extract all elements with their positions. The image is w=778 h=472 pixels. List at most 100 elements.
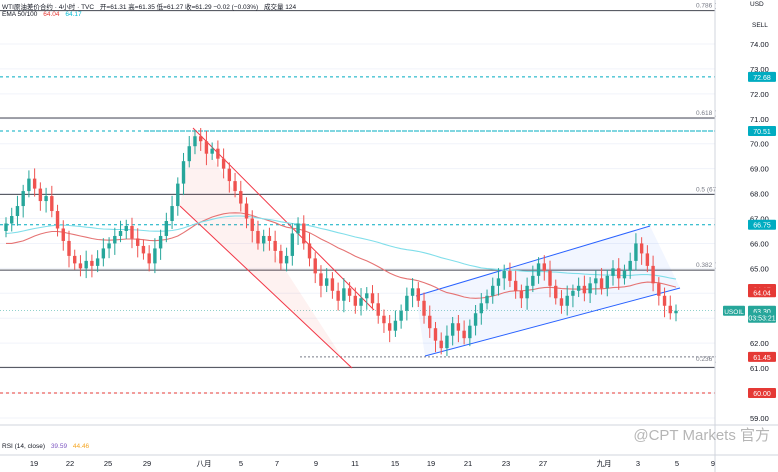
candle-body: [645, 253, 650, 266]
candle-body: [531, 275, 535, 286]
candle-body: [594, 278, 598, 284]
candle-body: [588, 283, 592, 294]
candle-body: [559, 298, 564, 306]
candle-body: [416, 288, 421, 301]
rsi-ma-value: 44.46: [72, 443, 90, 450]
price-badge-label: 66.75: [753, 223, 771, 230]
time-tick: 29: [143, 459, 151, 468]
candle-body: [462, 330, 466, 339]
candle-body: [605, 275, 609, 289]
candle-body: [170, 206, 174, 222]
candle-body: [101, 248, 106, 259]
price-tick: 65.00: [750, 264, 769, 273]
candle-body: [599, 278, 604, 289]
candle-body: [210, 148, 214, 154]
time-tick: 9: [711, 459, 715, 468]
candle-body: [353, 295, 358, 306]
candle-body: [216, 148, 220, 159]
candle-body: [124, 225, 128, 231]
candle-body: [657, 283, 661, 296]
time-tick: 3: [636, 459, 640, 468]
candle-body: [450, 323, 455, 336]
price-tick: 72.00: [750, 90, 769, 99]
price-badge: [748, 71, 776, 82]
candle-body: [113, 235, 117, 244]
price-tick: 74.00: [750, 40, 769, 49]
candle-body: [319, 273, 323, 286]
candle-body: [565, 295, 569, 306]
candle-body: [273, 240, 277, 251]
time-tick: 27: [539, 459, 547, 468]
candle-body: [433, 328, 438, 341]
uptrend-channel-fill: [416, 226, 680, 356]
candle-body: [136, 238, 140, 246]
candle-body: [496, 278, 501, 286]
chart-grid: [0, 43, 715, 419]
candle-body: [10, 216, 14, 224]
price-badge-label: 60.00: [753, 391, 771, 398]
time-tick: 23: [502, 459, 510, 468]
candle-body: [359, 298, 363, 306]
candle-body: [571, 290, 575, 296]
time-tick: 21: [464, 459, 472, 468]
candle-body: [508, 270, 512, 281]
time-tick: 八月: [197, 459, 212, 468]
candle-body: [279, 250, 283, 264]
candle-body: [107, 243, 111, 249]
price-badge-label: 61.45: [753, 355, 771, 362]
candle-body: [542, 263, 546, 271]
rsi-label: RSI (14, close): [2, 443, 45, 450]
candle-body: [485, 295, 489, 304]
ema100-line: [5, 215, 677, 280]
candle-body: [582, 285, 587, 294]
candle-body: [147, 253, 151, 264]
uptrend-channel-upper: [415, 225, 651, 297]
candle-body: [428, 315, 432, 329]
candle-body: [382, 315, 386, 324]
rsi-legend[interactable]: RSI (14, close) 39.59 44.46: [2, 443, 93, 450]
symbol-title[interactable]: WTI原油差价合约 · 4小时 · TVC: [2, 4, 95, 11]
candle-body: [118, 230, 123, 236]
candle-body: [227, 168, 232, 182]
fib-label: 0.5 (67.97): [696, 186, 727, 193]
price-badge: [748, 287, 776, 298]
candle-body: [479, 303, 483, 314]
candle-body: [307, 243, 312, 259]
chart-header: WTI原油差价合约 · 4小时 · TVC 开=61.31 高=61.35 低=…: [2, 1, 300, 11]
candle-body: [67, 240, 71, 256]
time-axis: 19 22 25 29 八月 5 7 9 11 15 19 21 23 27 九月 3 5 9: [30, 459, 715, 468]
candle-body: [405, 295, 409, 311]
candle-body: [78, 263, 83, 269]
candle-body: [38, 188, 43, 202]
candle-body: [445, 335, 449, 349]
candle-body: [336, 290, 340, 301]
candle-body: [164, 221, 169, 236]
candle-body: [456, 323, 461, 331]
ema-legend[interactable]: EMA 50/100 64.04 64.17: [2, 11, 86, 18]
ohlc-readout: 开=61.31 高=61.35 低=61.27 收=61.29 −0.02 (−…: [99, 4, 259, 11]
price-axis: 74.00 73.00 72.00 71.00 70.00 69.00 68.00 67.00…: [716, 0, 778, 455]
candle-body: [141, 245, 146, 254]
candle-body: [233, 181, 237, 192]
candle-body: [651, 265, 655, 284]
time-tick: 19: [427, 459, 435, 468]
candle-body: [239, 191, 243, 204]
time-tick: 22: [66, 459, 74, 468]
price-badge: [748, 219, 776, 230]
candle-body: [399, 310, 403, 321]
volume-readout: 成交量 124: [264, 4, 297, 11]
ema50-value: 64.04: [43, 11, 60, 18]
candle-body: [55, 211, 60, 229]
candle-body: [617, 268, 621, 279]
candle-body: [519, 290, 524, 299]
candle-body: [387, 323, 392, 331]
candle-body: [199, 136, 203, 142]
candle-body: [628, 260, 632, 271]
candle-body: [267, 235, 272, 241]
candle-body: [342, 288, 346, 301]
candle-body: [261, 235, 266, 244]
price-tick: 66.00: [750, 239, 769, 248]
candle-body: [473, 313, 478, 326]
candle-body: [187, 146, 191, 162]
